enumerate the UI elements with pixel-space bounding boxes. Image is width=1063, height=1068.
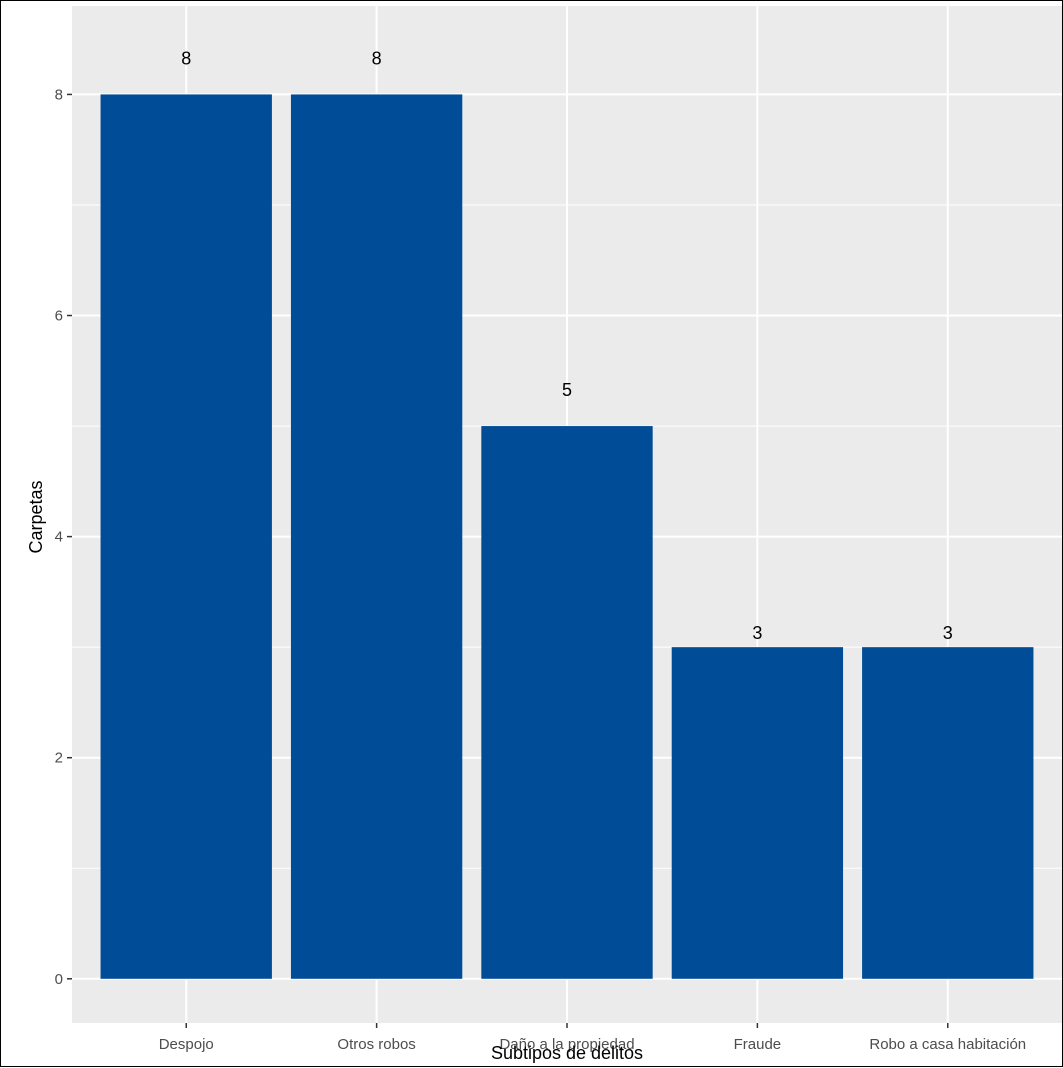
y-axis: 0 2 4 6 8 [55, 86, 72, 988]
x-tick-label: Despojo [159, 1036, 214, 1053]
x-tick-label: Otros robos [337, 1036, 415, 1053]
data-labels: 8 8 5 3 3 [181, 48, 953, 643]
bar [100, 94, 272, 979]
x-tick-label: Fraude [734, 1036, 782, 1053]
bar [862, 647, 1034, 979]
bars [100, 94, 1034, 979]
bar-value-label: 8 [372, 48, 382, 68]
y-tick-label: 2 [55, 750, 63, 767]
y-tick-label: 6 [55, 308, 63, 325]
y-tick-label: 4 [55, 529, 63, 546]
x-tick-label: Daño a la propiedad [499, 1036, 634, 1053]
x-tick-label: Robo a casa habitación [869, 1036, 1026, 1053]
bar [290, 94, 463, 979]
bar-value-label: 8 [181, 48, 191, 68]
y-tick-label: 0 [55, 971, 63, 988]
bar [671, 647, 844, 979]
y-axis-title: Carpetas [26, 480, 46, 553]
x-axis-title: Subtipos de delitos [491, 1043, 643, 1063]
bar [481, 426, 653, 979]
bar-value-label: 3 [752, 623, 762, 643]
y-tick-label: 8 [55, 86, 63, 103]
bar-value-label: 5 [562, 380, 572, 400]
x-axis: Despojo Otros robos Daño a la propiedad Fra… [159, 1023, 1026, 1053]
bar-value-label: 3 [943, 623, 953, 643]
